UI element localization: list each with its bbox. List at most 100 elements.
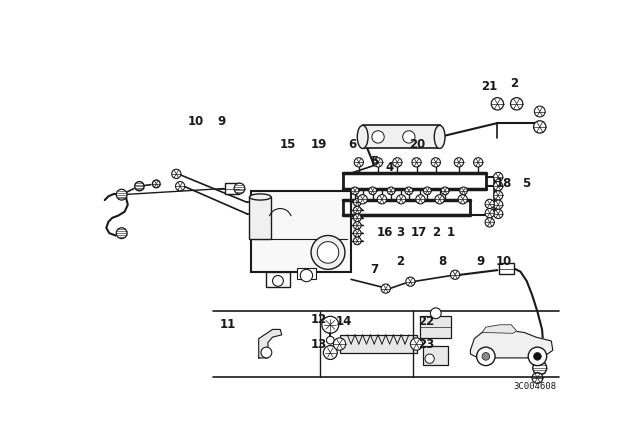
Bar bbox=[251, 191, 351, 271]
Ellipse shape bbox=[435, 125, 445, 148]
Circle shape bbox=[474, 158, 483, 167]
Circle shape bbox=[416, 195, 425, 204]
Circle shape bbox=[373, 158, 383, 167]
Polygon shape bbox=[259, 329, 282, 358]
Circle shape bbox=[511, 98, 523, 110]
Circle shape bbox=[532, 373, 543, 383]
Bar bbox=[363, 125, 440, 148]
Circle shape bbox=[326, 336, 334, 344]
Circle shape bbox=[333, 338, 346, 350]
Text: 21: 21 bbox=[481, 80, 498, 93]
Circle shape bbox=[482, 353, 490, 360]
Text: 5: 5 bbox=[370, 155, 378, 168]
Circle shape bbox=[273, 276, 284, 286]
Bar bbox=[499, 263, 515, 274]
Bar bbox=[250, 197, 271, 239]
Text: 20: 20 bbox=[409, 138, 426, 151]
Polygon shape bbox=[470, 329, 553, 358]
Text: 3: 3 bbox=[396, 226, 404, 239]
Ellipse shape bbox=[357, 125, 368, 148]
Circle shape bbox=[322, 316, 339, 333]
Circle shape bbox=[424, 187, 431, 195]
Circle shape bbox=[451, 270, 460, 280]
Circle shape bbox=[485, 199, 494, 208]
Circle shape bbox=[405, 187, 413, 195]
Circle shape bbox=[528, 347, 547, 366]
Circle shape bbox=[458, 195, 467, 204]
Circle shape bbox=[172, 169, 181, 178]
Circle shape bbox=[435, 195, 444, 204]
Text: 14: 14 bbox=[335, 315, 351, 328]
Polygon shape bbox=[482, 325, 516, 333]
Text: 11: 11 bbox=[220, 318, 236, 332]
Circle shape bbox=[351, 187, 359, 195]
Text: 19: 19 bbox=[310, 138, 327, 151]
Bar bbox=[297, 268, 316, 280]
Bar bbox=[420, 316, 451, 338]
Circle shape bbox=[369, 187, 376, 195]
Circle shape bbox=[410, 338, 422, 350]
Circle shape bbox=[378, 195, 387, 204]
Bar bbox=[266, 271, 289, 287]
Circle shape bbox=[485, 218, 494, 227]
Circle shape bbox=[493, 209, 503, 219]
Circle shape bbox=[425, 354, 435, 363]
Circle shape bbox=[533, 361, 547, 375]
Text: 23: 23 bbox=[419, 338, 435, 351]
Circle shape bbox=[460, 187, 467, 195]
Circle shape bbox=[485, 208, 494, 218]
Circle shape bbox=[441, 187, 449, 195]
Circle shape bbox=[534, 106, 545, 117]
Text: 2: 2 bbox=[510, 77, 518, 90]
Circle shape bbox=[492, 98, 504, 110]
Text: 4: 4 bbox=[385, 161, 394, 174]
Circle shape bbox=[372, 131, 384, 143]
Circle shape bbox=[317, 241, 339, 263]
Text: 2: 2 bbox=[432, 226, 440, 239]
Text: 9: 9 bbox=[476, 255, 484, 268]
Text: 1: 1 bbox=[447, 226, 455, 239]
Circle shape bbox=[406, 277, 415, 286]
Text: 10: 10 bbox=[188, 115, 204, 128]
Text: 7: 7 bbox=[370, 263, 378, 276]
Text: 9: 9 bbox=[218, 115, 226, 128]
Circle shape bbox=[381, 284, 390, 293]
Circle shape bbox=[261, 347, 272, 358]
Text: 22: 22 bbox=[419, 315, 435, 328]
Circle shape bbox=[393, 158, 402, 167]
Circle shape bbox=[116, 228, 127, 238]
Text: 3C004608: 3C004608 bbox=[513, 382, 556, 391]
Circle shape bbox=[431, 158, 440, 167]
Circle shape bbox=[300, 269, 312, 282]
Circle shape bbox=[175, 181, 185, 191]
Text: 13: 13 bbox=[310, 338, 327, 351]
Circle shape bbox=[353, 206, 361, 214]
Text: 6: 6 bbox=[349, 138, 356, 151]
Circle shape bbox=[403, 131, 415, 143]
Circle shape bbox=[353, 229, 361, 237]
Circle shape bbox=[353, 198, 361, 206]
Ellipse shape bbox=[250, 194, 271, 200]
Bar bbox=[340, 335, 417, 353]
Circle shape bbox=[412, 158, 421, 167]
Text: 12: 12 bbox=[310, 313, 327, 326]
Circle shape bbox=[353, 222, 361, 229]
Text: 10: 10 bbox=[495, 255, 512, 268]
Circle shape bbox=[477, 347, 495, 366]
Circle shape bbox=[354, 158, 364, 167]
Circle shape bbox=[116, 189, 127, 200]
Circle shape bbox=[135, 181, 144, 191]
Circle shape bbox=[431, 308, 441, 319]
Circle shape bbox=[353, 214, 361, 222]
Text: 5: 5 bbox=[522, 177, 531, 190]
Text: 18: 18 bbox=[495, 177, 512, 190]
Circle shape bbox=[534, 353, 541, 360]
Circle shape bbox=[493, 172, 503, 181]
Circle shape bbox=[353, 237, 361, 245]
Circle shape bbox=[454, 158, 463, 167]
Circle shape bbox=[387, 187, 395, 195]
Circle shape bbox=[358, 195, 367, 204]
Circle shape bbox=[323, 345, 337, 359]
Text: 15: 15 bbox=[280, 138, 296, 151]
Circle shape bbox=[152, 180, 160, 188]
